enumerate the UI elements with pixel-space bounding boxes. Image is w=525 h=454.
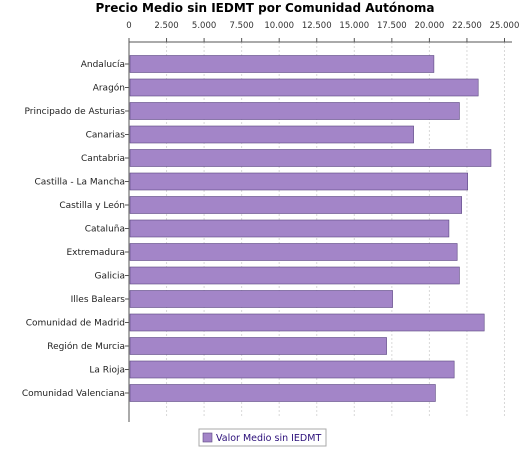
- category-label: Aragón: [93, 83, 125, 94]
- bar: [129, 172, 468, 191]
- x-tick-label: 0: [126, 21, 131, 31]
- x-tick-label: 5.000: [192, 21, 216, 31]
- category-label: Galicia: [95, 272, 125, 282]
- x-tick-label: 25.000: [490, 21, 520, 31]
- category-label: Illes Balears: [71, 295, 126, 305]
- category-label: Cataluña: [85, 225, 125, 235]
- bar: [129, 384, 436, 402]
- category-label: Castilla - La Mancha: [34, 178, 125, 188]
- x-tick-label: 2.500: [154, 21, 178, 31]
- legend-series-label: Valor Medio sin IEDMT: [216, 433, 321, 444]
- category-label: La Rioja: [89, 366, 125, 376]
- x-tick-label: 10.000: [264, 21, 294, 31]
- category-label: Región de Murcia: [47, 341, 125, 352]
- category-label: Principado de Asturias: [24, 107, 125, 117]
- bar: [129, 125, 414, 144]
- category-label: Castilla y León: [59, 200, 125, 211]
- x-tick-label: 15.000: [339, 21, 369, 31]
- category-label: Comunidad de Madrid: [26, 319, 125, 329]
- category-label: Extremadura: [67, 248, 126, 258]
- category-label: Andalucía: [81, 60, 125, 70]
- labels-layer: Andalucía Aragón Principado de Asturias Can…: [22, 60, 125, 399]
- bar: [129, 55, 435, 73]
- bar: [129, 102, 460, 120]
- bar: [129, 149, 492, 167]
- bar: [129, 313, 485, 332]
- bar: [129, 290, 393, 308]
- x-tick-label: 7.500: [229, 21, 253, 31]
- legend-box: [198, 428, 327, 447]
- bars-layer: [129, 55, 492, 402]
- bar: [129, 360, 455, 379]
- x-tick-label: 22.500: [452, 21, 482, 31]
- bar: [129, 266, 460, 285]
- bar: [129, 219, 450, 238]
- bar: [129, 337, 387, 355]
- category-label: Cantabria: [81, 154, 125, 164]
- bar: [129, 243, 458, 261]
- bar: [129, 196, 462, 214]
- category-label: Comunidad Valenciana: [22, 389, 125, 399]
- category-label: Canarias: [86, 131, 126, 141]
- legend-swatch: [202, 432, 213, 443]
- axis-layer: 0 2.500 5.000 7.500 10.000 12.500 15.000 17.500…: [125, 21, 519, 422]
- chart-title: Precio Medio sin IEDMT por Comunidad Aut…: [96, 1, 435, 15]
- legend: Valor Medio sin IEDMT: [198, 428, 327, 447]
- x-tick-label: 17.500: [377, 21, 407, 31]
- x-tick-label: 20.000: [415, 21, 445, 31]
- bar: [129, 78, 479, 97]
- x-tick-label: 12.500: [302, 21, 332, 31]
